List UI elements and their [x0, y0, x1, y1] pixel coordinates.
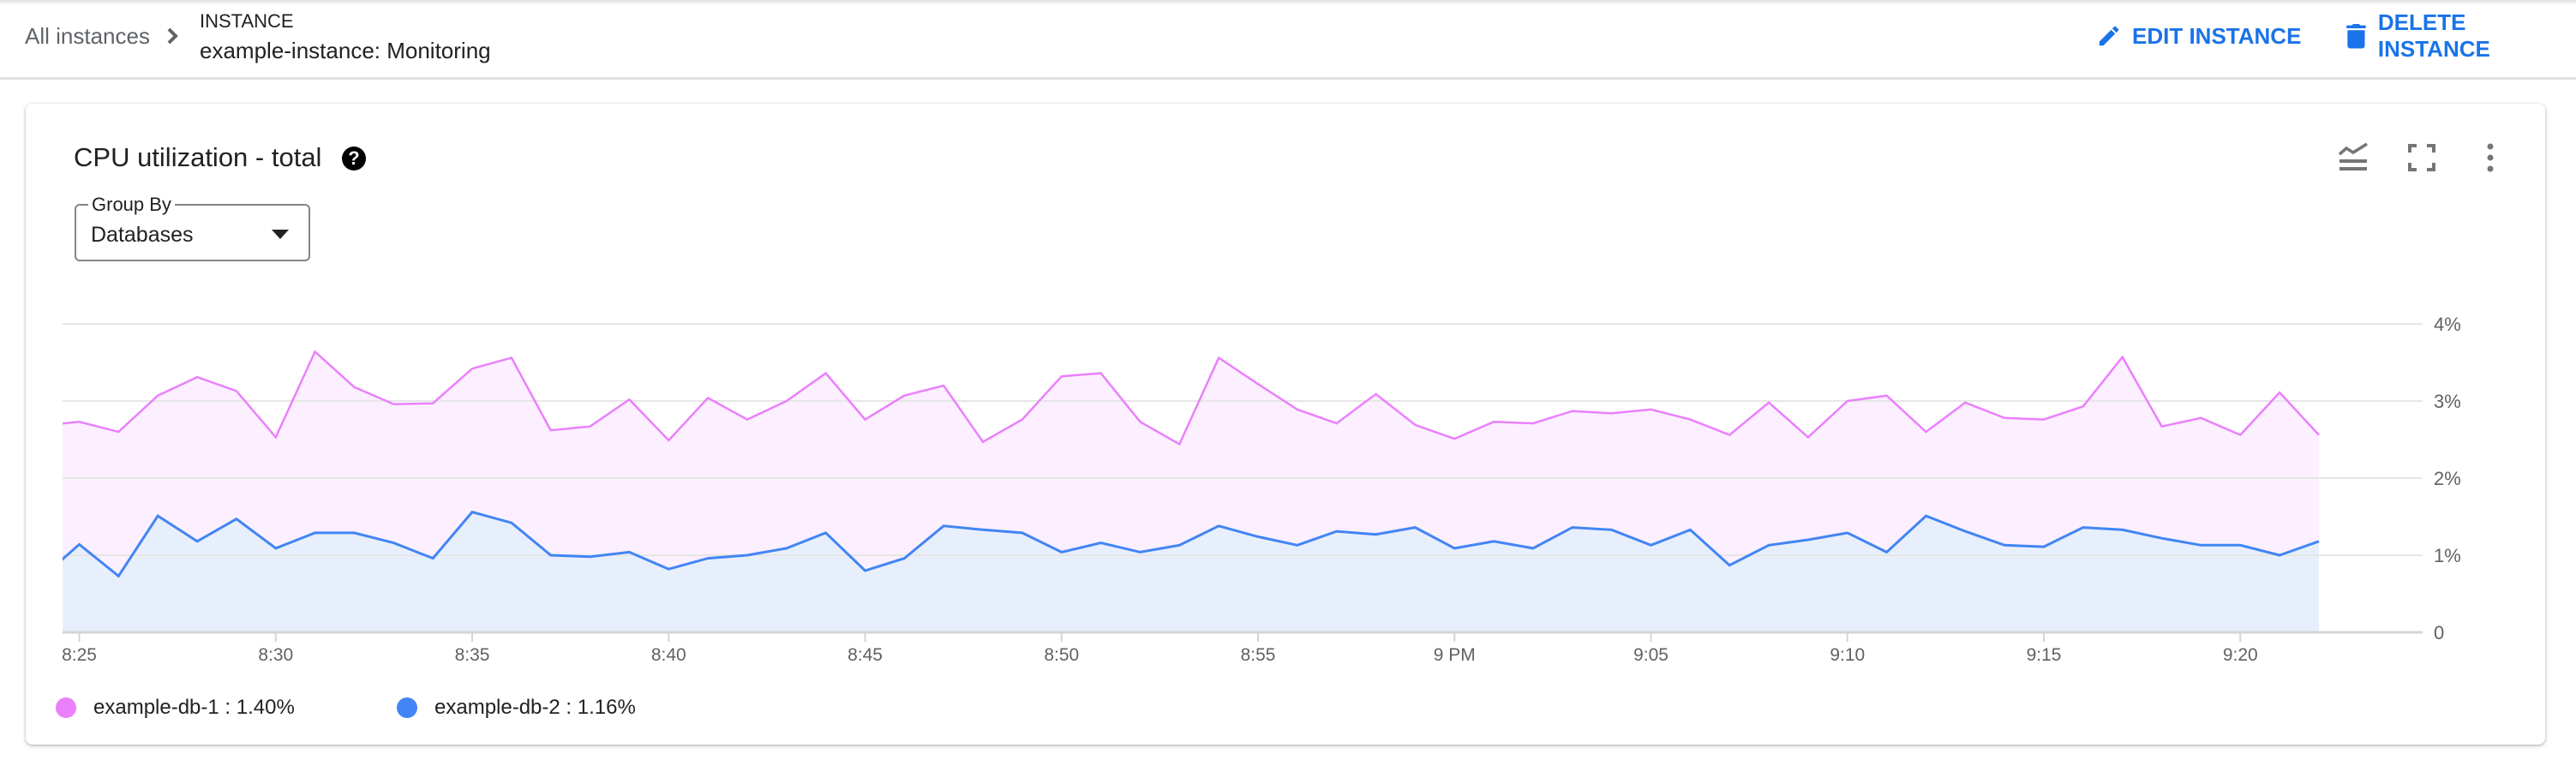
legend-value-db-1: 1.40%	[236, 696, 295, 719]
delete-instance-label: DELETE INSTANCE	[2377, 9, 2490, 62]
edit-instance-label: EDIT INSTANCE	[2132, 22, 2302, 49]
help-circle-icon[interactable]: ?	[342, 147, 366, 171]
legend-dot-db-2	[397, 697, 417, 718]
series-area-2	[63, 512, 2319, 632]
x-tick-label: 8:50	[1044, 645, 1079, 665]
y-tick-label: 0	[2434, 622, 2444, 643]
page-header: All instances INSTANCE example-instance:…	[0, 0, 2576, 80]
fullscreen-icon[interactable]	[2406, 142, 2437, 173]
trash-icon	[2346, 24, 2366, 49]
dropdown-arrow-icon	[272, 230, 289, 239]
legend-dot-db-1	[56, 697, 76, 718]
y-tick-label: 2%	[2434, 468, 2461, 489]
page-title: example-instance: Monitoring	[200, 38, 491, 63]
legend-name-db-1: example-db-1	[93, 696, 219, 719]
legend-item-db-2[interactable]: example-db-2 : 1.16%	[397, 696, 636, 720]
chart-title: CPU utilization - total	[74, 142, 322, 172]
series-line-1	[63, 350, 2320, 446]
legend-value-db-2: 1.16%	[577, 696, 636, 719]
x-tick-label: 8:55	[1241, 645, 1276, 665]
edit-instance-button[interactable]: EDIT INSTANCE	[2096, 21, 2301, 51]
x-tick-label: 9:05	[1633, 645, 1668, 665]
legend-item-db-1[interactable]: example-db-1 : 1.40%	[56, 696, 295, 720]
legend-toggle-icon[interactable]	[2338, 142, 2369, 173]
more-vert-icon[interactable]	[2475, 142, 2506, 173]
x-tick-label: 8:35	[455, 645, 490, 665]
delete-instance-button[interactable]: DELETE INSTANCE	[2345, 9, 2576, 62]
legend-name-db-2: example-db-2	[434, 696, 560, 719]
x-tick-label: 8:45	[848, 645, 883, 665]
group-by-value: Databases	[91, 223, 194, 247]
series-line-2	[63, 510, 2320, 578]
x-tick-label: 9:15	[2027, 645, 2062, 665]
top-shadow	[0, 0, 2576, 5]
legend-separator: :	[219, 696, 237, 719]
x-tick-label: 8:25	[62, 645, 97, 665]
y-tick-label: 3%	[2434, 391, 2461, 412]
y-tick-label: 1%	[2434, 545, 2461, 566]
x-tick-label: 9 PM	[1434, 645, 1476, 665]
group-by-select[interactable]: Group By Databases	[75, 194, 310, 261]
x-tick-label: 9:10	[1830, 645, 1865, 665]
chevron-right-icon	[167, 27, 178, 45]
breadcrumb-all-instances[interactable]: All instances	[25, 23, 150, 49]
x-tick-label: 8:30	[258, 645, 293, 665]
legend-separator: :	[560, 696, 578, 719]
x-tick-label: 8:40	[651, 645, 686, 665]
x-tick-label: 9:20	[2223, 645, 2258, 665]
group-by-label: Group By	[88, 194, 175, 216]
y-tick-label: 4%	[2434, 314, 2461, 335]
resource-type: INSTANCE	[200, 10, 294, 32]
pencil-icon	[2099, 26, 2119, 46]
